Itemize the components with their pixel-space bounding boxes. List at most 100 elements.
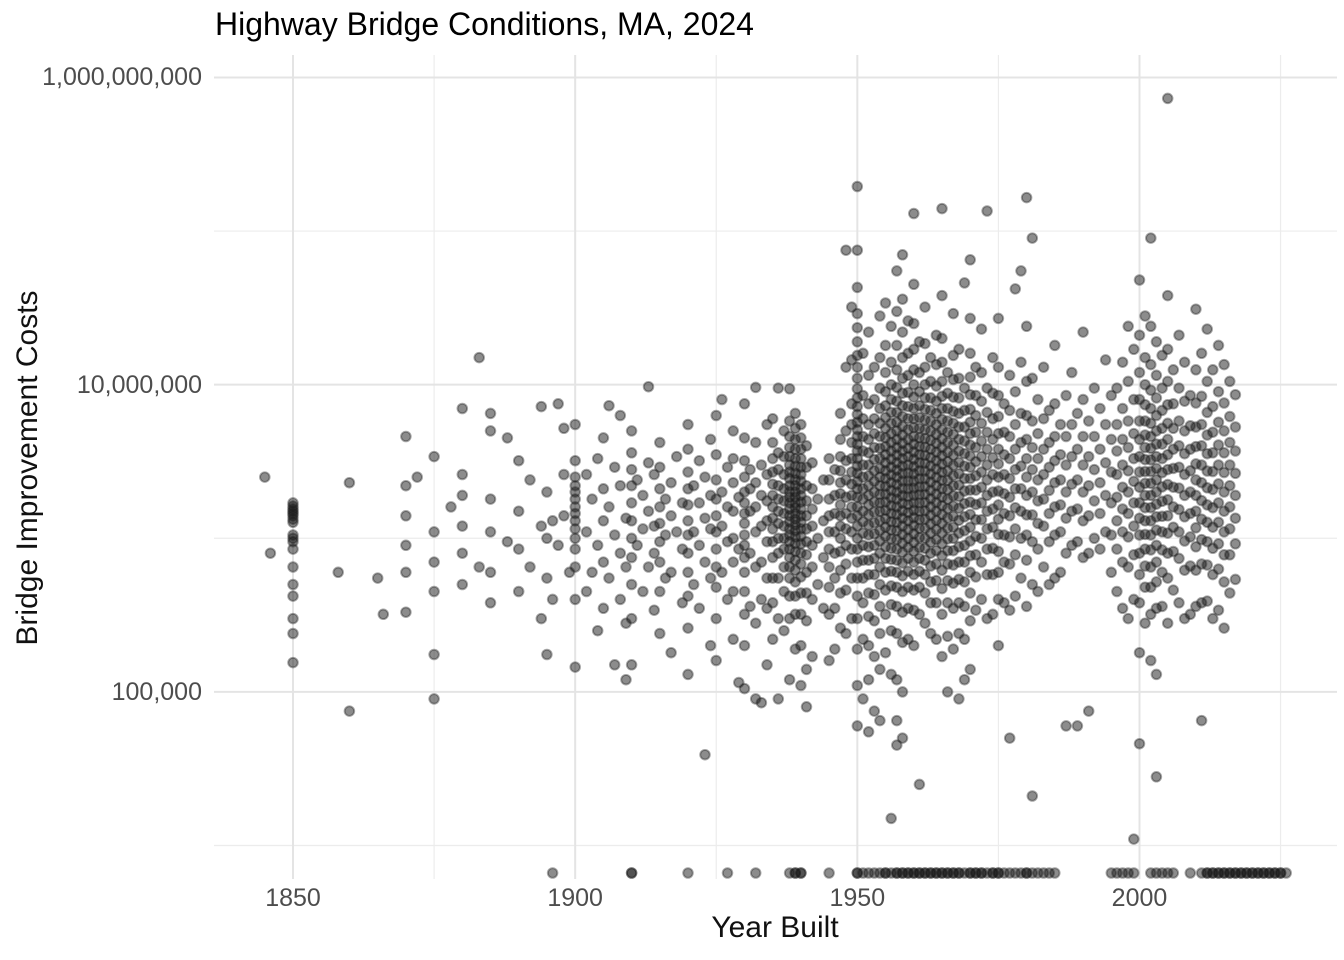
data-point [1122,415,1134,427]
data-point [1049,430,1061,443]
data-point [1195,418,1208,431]
data-point [1020,471,1033,483]
data-point [964,312,976,325]
data-point [1190,564,1202,576]
data-point [580,585,593,598]
data-point [1026,509,1039,521]
data-point [930,597,943,609]
data-point [1094,507,1106,520]
data-point [710,474,722,486]
data-point [823,581,835,593]
data-point [1229,467,1242,480]
data-point [456,547,469,559]
data-point [947,349,960,362]
data-point [891,364,903,376]
data-point [1026,232,1039,244]
data-point [1212,538,1225,550]
data-point [603,572,615,584]
data-point [682,466,694,478]
data-point [964,347,976,360]
data-point [981,426,993,438]
data-point [1049,867,1061,879]
data-point [975,323,988,335]
data-point [693,602,706,615]
data-point [1150,369,1163,382]
data-point [1156,600,1168,613]
data-point [524,474,536,486]
data-point [992,410,1005,423]
data-point [693,454,706,467]
data-point [597,556,610,568]
data-point [1105,433,1118,446]
data-point [727,476,739,489]
data-points-layer [259,92,1292,879]
data-point [1043,461,1055,473]
data-point [800,701,813,713]
data-point [874,714,886,727]
data-point [919,301,931,313]
data-point [642,380,655,393]
data-point [823,474,835,486]
data-point [642,457,655,469]
data-point [879,399,892,412]
data-point [913,778,926,791]
data-point [1077,459,1089,471]
data-point [1066,450,1078,463]
data-point [637,585,649,598]
data-point [473,561,485,573]
data-point [1049,339,1061,352]
data-point [834,564,847,576]
data-point [625,867,638,879]
data-point [1060,459,1072,471]
data-point [264,547,277,559]
data-point [716,566,728,579]
data-point [1173,329,1185,341]
data-point [614,593,627,606]
data-point [823,867,835,879]
data-point [648,604,660,616]
data-point [992,312,1005,325]
data-point [1003,430,1016,443]
x-axis-tick-label: 1950 [829,884,886,912]
data-point [992,566,1005,579]
data-point [687,526,700,538]
data-point [975,593,988,606]
data-point [1054,499,1067,511]
data-point [1060,389,1072,402]
data-point [1009,283,1022,295]
data-point [1173,461,1185,473]
data-point [1082,547,1095,559]
data-point [558,468,570,481]
data-point [428,693,440,705]
data-point [710,510,722,522]
data-point [558,510,570,522]
data-point [608,529,621,541]
data-point [1049,454,1061,467]
data-point [1122,320,1134,333]
data-point [987,521,999,533]
data-point [1173,415,1185,427]
data-point [862,369,875,382]
data-point [1049,398,1061,410]
data-point [456,468,469,481]
data-point [1020,452,1033,465]
data-point [332,566,344,579]
data-point [699,556,711,568]
data-point [738,639,751,652]
data-point [879,339,892,352]
data-point [648,547,660,559]
data-point [1173,482,1185,494]
data-point [1116,433,1129,446]
data-point [1082,450,1095,463]
data-point [287,656,299,669]
data-point [936,375,948,388]
data-point [1229,573,1242,586]
data-point [992,361,1005,373]
data-point [654,535,666,548]
data-point [823,608,835,621]
data-point [891,305,903,318]
data-point [1229,538,1242,550]
data-point [987,351,999,364]
data-point [1071,720,1084,732]
data-point [665,566,677,579]
